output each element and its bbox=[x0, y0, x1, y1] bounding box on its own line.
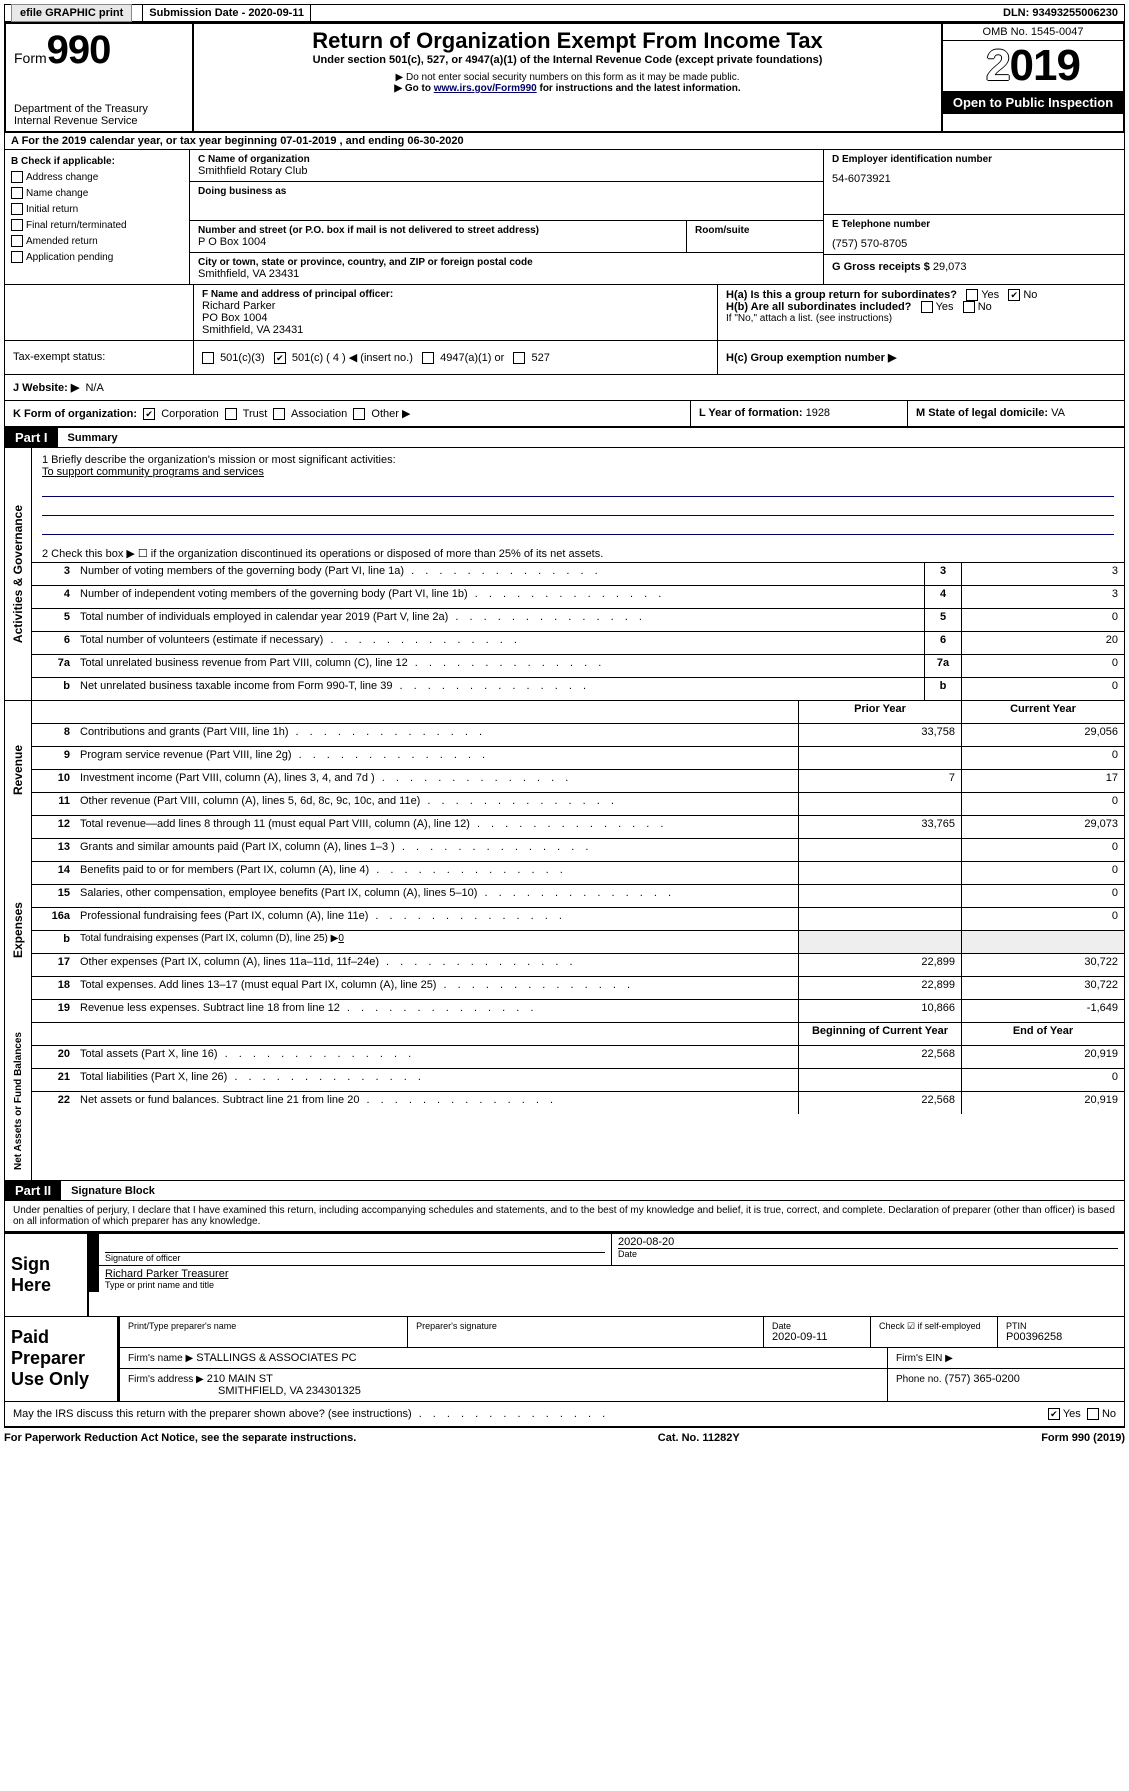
part1-header: Part I Summary bbox=[4, 427, 1125, 448]
section-klm: K Form of organization: Corporation Trus… bbox=[4, 401, 1125, 427]
officer-name: Richard Parker bbox=[202, 300, 709, 312]
section-fh: F Name and address of principal officer:… bbox=[4, 285, 1125, 341]
form-number: Form990 bbox=[14, 28, 184, 73]
paid-preparer-block: Paid Preparer Use Only Print/Type prepar… bbox=[4, 1317, 1125, 1402]
check-address-change[interactable] bbox=[11, 171, 23, 183]
mission-text: To support community programs and servic… bbox=[42, 466, 1114, 478]
table-row: 3 Number of voting members of the govern… bbox=[32, 562, 1124, 585]
check-4947[interactable] bbox=[422, 352, 434, 364]
sign-here-block: Sign Here Signature of officer 2020-08-2… bbox=[4, 1232, 1125, 1317]
check-527[interactable] bbox=[513, 352, 525, 364]
check-amended[interactable] bbox=[11, 235, 23, 247]
firm-phone: (757) 365-0200 bbox=[945, 1373, 1020, 1385]
table-row: 12 Total revenue—add lines 8 through 11 … bbox=[32, 815, 1124, 838]
netassets-block: Net Assets or Fund Balances Beginning of… bbox=[4, 1022, 1125, 1181]
q2-text: 2 Check this box ▶ ☐ if the organization… bbox=[32, 545, 1124, 562]
check-final-return[interactable] bbox=[11, 219, 23, 231]
check-discuss-yes[interactable] bbox=[1048, 1408, 1060, 1420]
check-other[interactable] bbox=[353, 408, 365, 420]
check-hb-no[interactable] bbox=[963, 301, 975, 313]
check-application-pending[interactable] bbox=[11, 251, 23, 263]
footer: For Paperwork Reduction Act Notice, see … bbox=[4, 1427, 1125, 1444]
form-title: Return of Organization Exempt From Incom… bbox=[202, 28, 933, 54]
table-row: 20 Total assets (Part X, line 16) 22,568… bbox=[32, 1045, 1124, 1068]
revenue-block: Revenue Prior Year Current Year 8 Contri… bbox=[4, 700, 1125, 838]
form-subhead: Under section 501(c), 527, or 4947(a)(1)… bbox=[202, 54, 933, 66]
check-discuss-no[interactable] bbox=[1087, 1408, 1099, 1420]
form-header: Form990 Department of the Treasury Inter… bbox=[4, 22, 1125, 133]
vlabel-governance: Activities & Governance bbox=[9, 495, 27, 653]
section-bcd: B Check if applicable: Address change Na… bbox=[4, 150, 1125, 285]
col-c: C Name of organization Smithfield Rotary… bbox=[190, 150, 823, 284]
sig-date: 2020-08-20 bbox=[618, 1236, 1118, 1248]
expenses-block: Expenses 13 Grants and similar amounts p… bbox=[4, 838, 1125, 1022]
gross-receipts: 29,073 bbox=[933, 261, 967, 273]
officer-print-name: Richard Parker Treasurer bbox=[105, 1268, 1118, 1280]
state-domicile: VA bbox=[1051, 407, 1065, 419]
table-row: 17 Other expenses (Part IX, column (A), … bbox=[32, 953, 1124, 976]
check-501c[interactable] bbox=[274, 352, 286, 364]
table-row: 11 Other revenue (Part VIII, column (A),… bbox=[32, 792, 1124, 815]
table-row: 14 Benefits paid to or for members (Part… bbox=[32, 861, 1124, 884]
org-city: Smithfield, VA 23431 bbox=[198, 268, 815, 280]
col-d: D Employer identification number 54-6073… bbox=[823, 150, 1124, 284]
perjury-text: Under penalties of perjury, I declare th… bbox=[4, 1201, 1125, 1232]
table-row: 13 Grants and similar amounts paid (Part… bbox=[32, 838, 1124, 861]
vlabel-expenses: Expenses bbox=[9, 892, 27, 968]
open-public-badge: Open to Public Inspection bbox=[943, 91, 1123, 114]
vlabel-netassets: Net Assets or Fund Balances bbox=[11, 1022, 26, 1180]
dln: DLN: 93493255006230 bbox=[997, 5, 1124, 21]
check-corporation[interactable] bbox=[143, 408, 155, 420]
check-initial-return[interactable] bbox=[11, 203, 23, 215]
omb-number: OMB No. 1545-0047 bbox=[943, 24, 1123, 41]
governance-block: Activities & Governance 1 Briefly descri… bbox=[4, 448, 1125, 700]
ein: 54-6073921 bbox=[832, 173, 1116, 185]
section-i: Tax-exempt status: 501(c)(3) 501(c) ( 4 … bbox=[4, 341, 1125, 375]
vlabel-revenue: Revenue bbox=[9, 735, 27, 805]
q1-label: 1 Briefly describe the organization's mi… bbox=[42, 454, 1114, 466]
section-a: A For the 2019 calendar year, or tax yea… bbox=[4, 133, 1125, 150]
efile-print-button[interactable]: efile GRAPHIC print bbox=[11, 4, 132, 22]
table-row: 7a Total unrelated business revenue from… bbox=[32, 654, 1124, 677]
year-formation: 1928 bbox=[806, 407, 830, 419]
ptin: P00396258 bbox=[1006, 1331, 1116, 1343]
table-row: 18 Total expenses. Add lines 13–17 (must… bbox=[32, 976, 1124, 999]
section-j: J Website: ▶ N/A bbox=[4, 375, 1125, 401]
table-row: b Net unrelated business taxable income … bbox=[32, 677, 1124, 700]
table-row: 4 Number of independent voting members o… bbox=[32, 585, 1124, 608]
check-hb-yes[interactable] bbox=[921, 301, 933, 313]
check-501c3[interactable] bbox=[202, 352, 214, 364]
table-row: 19 Revenue less expenses. Subtract line … bbox=[32, 999, 1124, 1022]
table-row: 22 Net assets or fund balances. Subtract… bbox=[32, 1091, 1124, 1114]
form990-link[interactable]: www.irs.gov/Form990 bbox=[434, 83, 537, 94]
table-row: 10 Investment income (Part VIII, column … bbox=[32, 769, 1124, 792]
table-row: 6 Total number of volunteers (estimate i… bbox=[32, 631, 1124, 654]
topbar: efile GRAPHIC print Submission Date - 20… bbox=[4, 4, 1125, 22]
ssn-note: ▶ Do not enter social security numbers o… bbox=[202, 72, 933, 83]
firm-name: STALLINGS & ASSOCIATES PC bbox=[196, 1352, 356, 1364]
website: N/A bbox=[85, 382, 103, 394]
discuss-row: May the IRS discuss this return with the… bbox=[4, 1402, 1125, 1427]
check-name-change[interactable] bbox=[11, 187, 23, 199]
goto-line: ▶ Go to www.irs.gov/Form990 for instruct… bbox=[202, 83, 933, 94]
phone: (757) 570-8705 bbox=[832, 238, 1116, 250]
table-row: 9 Program service revenue (Part VIII, li… bbox=[32, 746, 1124, 769]
table-row: 16a Professional fundraising fees (Part … bbox=[32, 907, 1124, 930]
part2-header: Part II Signature Block bbox=[4, 1181, 1125, 1201]
tax-year: 2019 bbox=[943, 41, 1123, 91]
table-row: 8 Contributions and grants (Part VIII, l… bbox=[32, 723, 1124, 746]
table-row: 21 Total liabilities (Part X, line 26) 0 bbox=[32, 1068, 1124, 1091]
table-row: 5 Total number of individuals employed i… bbox=[32, 608, 1124, 631]
dept-label: Department of the Treasury bbox=[14, 103, 184, 115]
irs-label: Internal Revenue Service bbox=[14, 115, 184, 127]
org-address: P O Box 1004 bbox=[198, 236, 678, 248]
check-association[interactable] bbox=[273, 408, 285, 420]
col-b: B Check if applicable: Address change Na… bbox=[5, 150, 190, 284]
org-name: Smithfield Rotary Club bbox=[198, 165, 815, 177]
table-row: 15 Salaries, other compensation, employe… bbox=[32, 884, 1124, 907]
check-ha-yes[interactable] bbox=[966, 289, 978, 301]
check-trust[interactable] bbox=[225, 408, 237, 420]
check-ha-no[interactable] bbox=[1008, 289, 1020, 301]
submission-date: Submission Date - 2020-09-11 bbox=[143, 5, 311, 21]
